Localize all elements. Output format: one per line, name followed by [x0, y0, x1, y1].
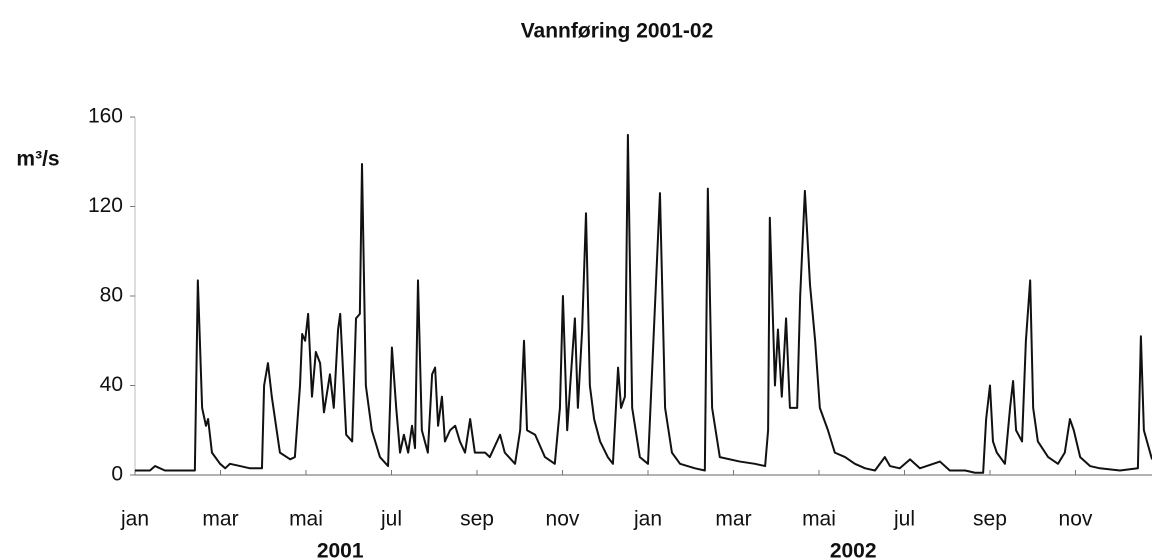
flow-line: [135, 133, 1152, 474]
x-group-label: 2002: [830, 540, 877, 560]
x-tick-label: nov: [546, 508, 580, 531]
y-tick-label: 0: [111, 463, 123, 486]
y-tick-label: 40: [100, 373, 123, 396]
x-tick-label: sep: [973, 508, 1007, 531]
x-group-label: 2001: [317, 540, 364, 560]
x-tick-label: jan: [120, 508, 149, 531]
x-tick-label: mai: [289, 508, 323, 531]
y-tick-label: 160: [88, 105, 123, 128]
x-tick-label: sep: [460, 508, 494, 531]
y-axis-label: m³/s: [16, 148, 59, 171]
x-tick-label: jul: [380, 508, 402, 531]
chart-title: Vannføring 2001-02: [521, 20, 714, 43]
x-tick-label: mar: [715, 508, 751, 531]
y-tick-label: 120: [88, 194, 123, 217]
x-tick-label: jan: [633, 508, 662, 531]
x-tick-label: nov: [1059, 508, 1093, 531]
x-tick-label: mai: [802, 508, 836, 531]
x-tick-label: jul: [893, 508, 915, 531]
y-tick-label: 80: [100, 284, 123, 307]
x-tick-label: mar: [202, 508, 238, 531]
